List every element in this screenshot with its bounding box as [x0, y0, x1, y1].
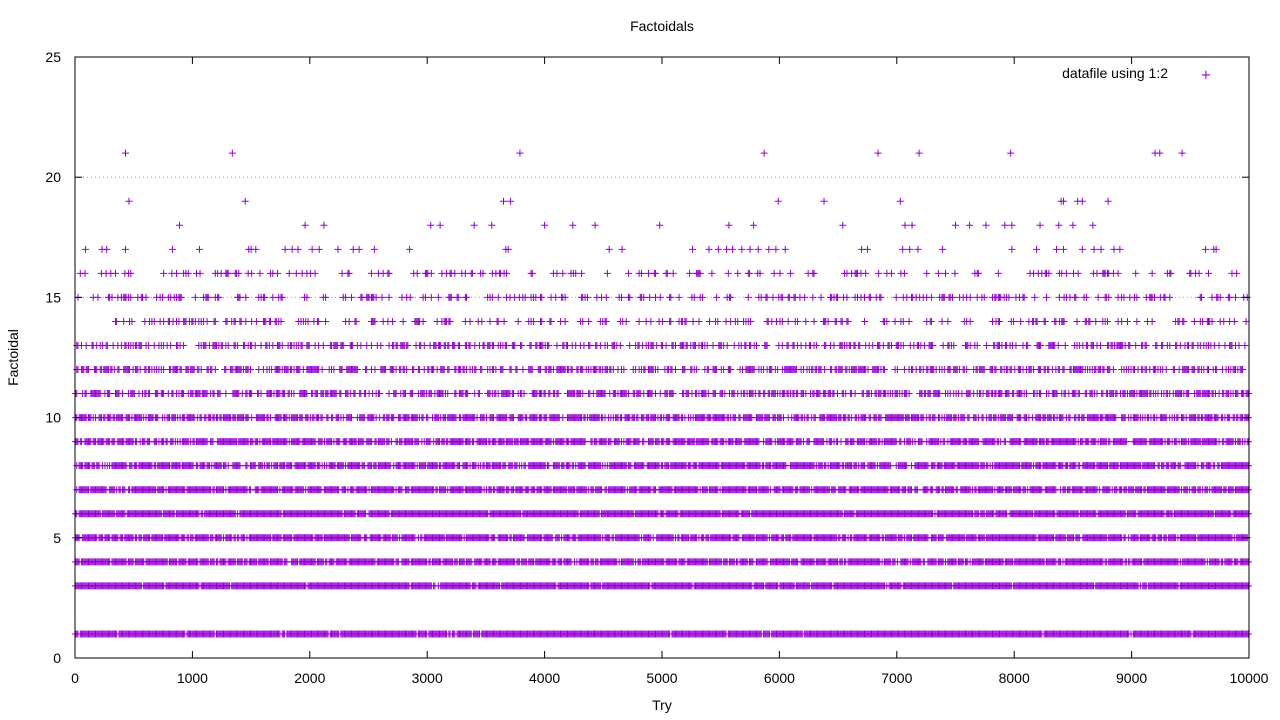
- series-datafile-points: [72, 150, 1252, 638]
- grid-lines: [75, 177, 1249, 297]
